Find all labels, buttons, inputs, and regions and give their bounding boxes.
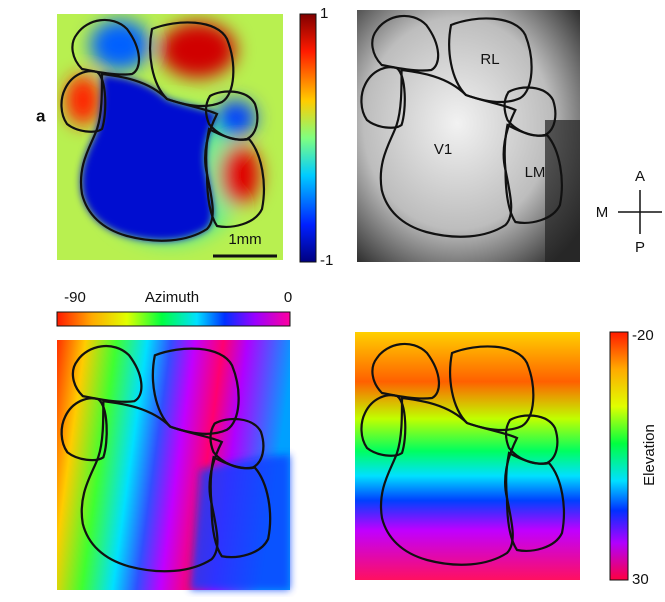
colorbar-min: -20 — [632, 327, 654, 344]
compass — [618, 190, 662, 234]
figure: a 1mm 1 -1 RL V1 LM A M P -90 Azimuth — [0, 0, 665, 597]
colorbar-min: -1 — [320, 252, 333, 269]
colorbar-max: 1 — [320, 5, 328, 22]
panel-label: a — [36, 106, 46, 125]
azimuth-map — [57, 340, 290, 590]
compass-label: P — [635, 239, 645, 256]
colorbar-max: 30 — [632, 571, 649, 588]
colorbar-title: Azimuth — [145, 289, 199, 306]
compass-label: A — [635, 168, 645, 185]
anatomy-image — [357, 10, 580, 262]
sign-map — [57, 14, 283, 260]
colorbar — [300, 14, 316, 262]
elevation-map — [355, 332, 580, 580]
scale-bar-label: 1mm — [228, 231, 261, 248]
area-label: V1 — [434, 141, 452, 158]
area-label: RL — [480, 51, 499, 68]
colorbar-max: 0 — [284, 289, 292, 306]
colorbar-title: Elevation — [641, 424, 658, 486]
compass-label: M — [596, 204, 609, 221]
colorbar — [610, 332, 628, 580]
colorbar-min: -90 — [64, 289, 86, 306]
colorbar — [57, 312, 290, 326]
area-label: LM — [525, 164, 546, 181]
